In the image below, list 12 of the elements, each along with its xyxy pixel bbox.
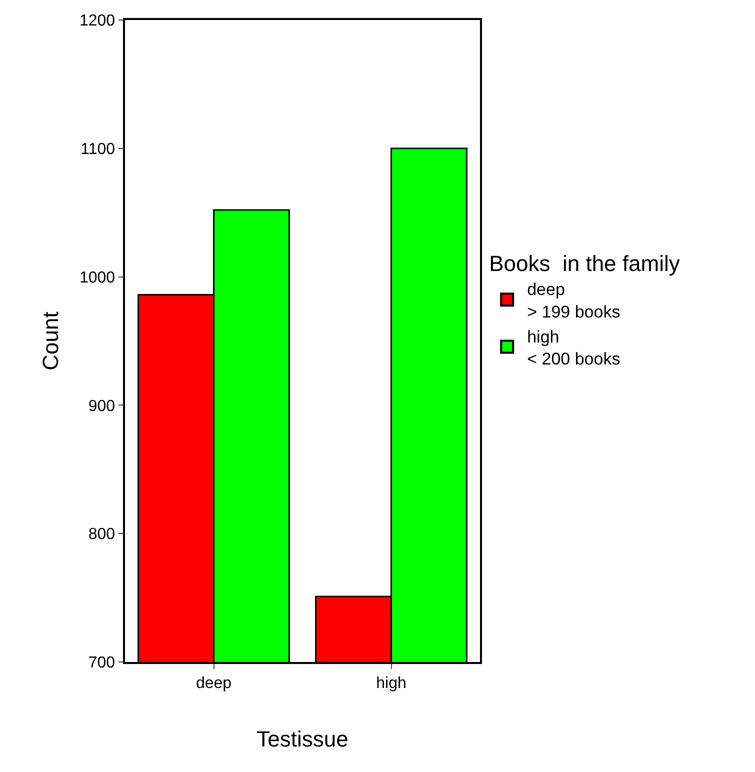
y-tick-label: 800 (88, 526, 116, 544)
y-axis-title: Count (38, 312, 63, 370)
y-tick-label: 900 (88, 398, 116, 415)
y-tick-label: 1200 (79, 12, 116, 30)
x-tick-label: deep (196, 674, 232, 692)
y-tick-label: 1000 (79, 269, 116, 286)
y-tick-label: 700 (88, 654, 116, 672)
x-tick-label: high (376, 674, 406, 692)
legend-title: Books in the family (489, 251, 680, 276)
legend-label: high < 200 books (527, 327, 620, 368)
x-axis-title: Testissue (256, 726, 348, 752)
y-tick-label: 1100 (80, 141, 116, 158)
